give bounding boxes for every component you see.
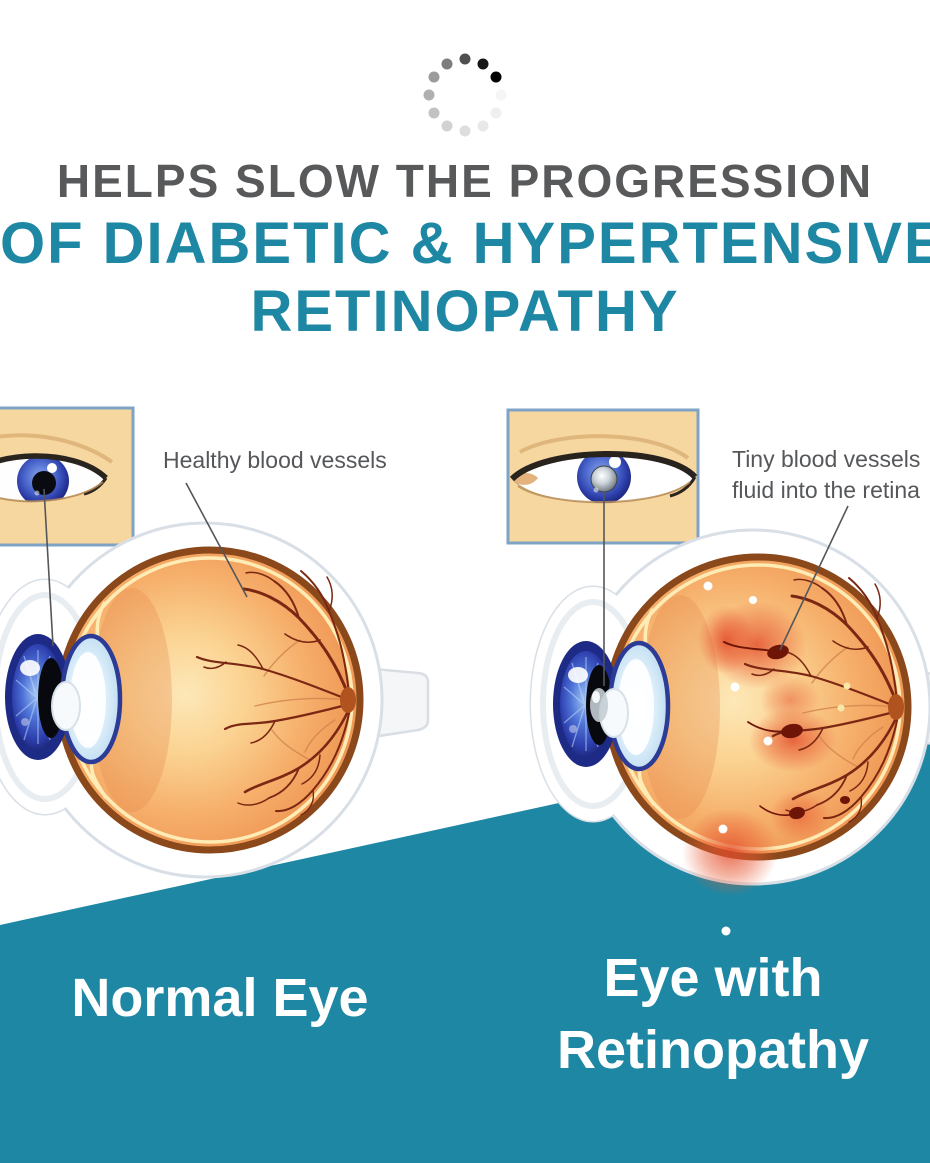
retinopathy-eye-front-inset bbox=[506, 408, 700, 545]
leader-lines bbox=[43, 482, 849, 686]
headline-line-3: RETINOPATHY bbox=[250, 279, 680, 344]
headline-line-1: HELPS SLOW THE PROGRESSION bbox=[56, 155, 874, 207]
headline: HELPS SLOW THE PROGRESSION OF DIABETIC &… bbox=[0, 152, 930, 346]
caption-normal-eye: Normal Eye bbox=[71, 968, 369, 1028]
headline-line-2: OF DIABETIC & HYPERTENSIVE bbox=[0, 211, 930, 276]
leader-line-leaky-vessels bbox=[779, 505, 849, 651]
leader-line-healthy-vessels bbox=[185, 482, 248, 598]
normal-eyeball-cross-section bbox=[0, 521, 430, 879]
exudate-dots bbox=[703, 581, 851, 936]
microaneurysm-spots bbox=[767, 644, 850, 820]
callout-leaky-vessels-line-1: Tiny blood vessels bbox=[732, 446, 921, 472]
normal-eye-front-inset bbox=[0, 406, 135, 547]
callout-leaky-vessels: Tiny blood vessels fluid into the retina bbox=[732, 444, 920, 506]
caption-eye-with-retinopathy: Eye with Retinopathy bbox=[496, 942, 930, 1086]
caption-retinopathy-line-1: Eye with bbox=[603, 948, 823, 1008]
caption-retinopathy-line-2: Retinopathy bbox=[556, 1020, 869, 1080]
callout-healthy-vessels: Healthy blood vessels bbox=[163, 447, 387, 473]
loading-spinner-icon bbox=[423, 53, 507, 137]
retinal-hemorrhage-patches bbox=[682, 601, 837, 896]
leader-line-left-inset bbox=[43, 488, 54, 647]
callout-leaky-vessels-line-2: fluid into the retina bbox=[732, 477, 920, 503]
retinopathy-eyeball-cross-section bbox=[529, 528, 930, 936]
